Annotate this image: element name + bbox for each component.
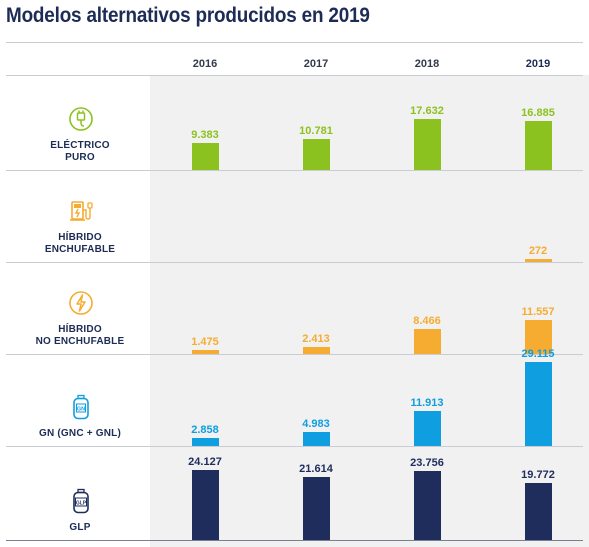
- bar-h-brido-enchufable-2019: [524, 259, 552, 262]
- header-divider: [6, 42, 583, 43]
- bar-gn-gnc-gnl-2017: [302, 432, 330, 446]
- value-label-glp-2018: 23.756: [410, 457, 444, 469]
- value-label-gn-gnc-gnl-2017: 4.983: [302, 418, 330, 430]
- value-label-h-brido-no-enchufable-2019: 11.557: [521, 306, 555, 318]
- bar-glp-2018: [413, 471, 441, 540]
- category-label-line: ENCHUFABLE: [44, 244, 116, 255]
- bar-h-brido-no-enchufable-2017: [302, 347, 330, 354]
- gas-cylinder-glp-icon: GLP: [68, 488, 94, 514]
- bar-h-brido-no-enchufable-2016: [191, 350, 219, 354]
- category-label-line: ELÉCTRICO: [50, 140, 110, 151]
- year-label-2018: 2018: [414, 58, 440, 70]
- lightning-icon: [68, 290, 94, 316]
- highlight-background: [150, 75, 589, 547]
- bar-h-brido-no-enchufable-2019: [524, 320, 552, 354]
- bar-gn-gnc-gnl-2018: [413, 411, 441, 446]
- year-label-2019: 2019: [525, 58, 551, 70]
- category-label-gn-gnc-gnl: GN (GNC + GNL): [20, 428, 140, 440]
- value-label-glp-2017: 21.614: [299, 463, 333, 475]
- row-divider-h-brido-enchufable: [6, 262, 583, 263]
- top-divider: [6, 75, 583, 76]
- bar-gn-gnc-gnl-2019: [524, 362, 552, 446]
- bar-gn-gnc-gnl-2016: [191, 438, 219, 446]
- gas-cylinder-gn-icon: GN: [68, 394, 94, 420]
- value-label-el-ctrico-puro-2018: 17.632: [410, 105, 444, 117]
- year-label-2017: 2017: [303, 58, 329, 70]
- bar-el-ctrico-puro-2019: [524, 121, 552, 170]
- charging-station-icon: [68, 198, 94, 224]
- bar-el-ctrico-puro-2016: [191, 143, 219, 170]
- value-label-gn-gnc-gnl-2016: 2.858: [191, 424, 219, 436]
- category-label-line: HÍBRIDO: [58, 232, 102, 243]
- category-label-el-ctrico-puro: ELÉCTRICO PURO: [20, 140, 140, 164]
- bar-h-brido-no-enchufable-2018: [413, 329, 441, 354]
- bar-el-ctrico-puro-2017: [302, 139, 330, 170]
- bar-glp-2017: [302, 477, 330, 540]
- category-label-line: GN (GNC + GNL): [39, 428, 121, 439]
- bar-glp-2016: [191, 470, 219, 540]
- svg-text:GN: GN: [77, 407, 85, 413]
- value-label-h-brido-no-enchufable-2018: 8.466: [413, 315, 441, 327]
- row-divider-el-ctrico-puro: [6, 170, 583, 171]
- value-label-h-brido-enchufable-2019: 272: [528, 245, 548, 257]
- value-label-gn-gnc-gnl-2019: 29.115: [521, 348, 555, 360]
- value-label-el-ctrico-puro-2016: 9.383: [191, 129, 219, 141]
- category-label-line: PURO: [65, 152, 95, 163]
- value-label-el-ctrico-puro-2019: 16.885: [521, 107, 555, 119]
- bar-el-ctrico-puro-2018: [413, 119, 441, 170]
- category-label-glp: GLP: [20, 522, 140, 534]
- year-label-2016: 2016: [192, 58, 218, 70]
- value-label-h-brido-no-enchufable-2017: 2.413: [302, 333, 330, 345]
- value-label-h-brido-no-enchufable-2016: 1.475: [191, 336, 219, 348]
- category-label-h-brido-enchufable: HÍBRIDO ENCHUFABLE: [20, 232, 140, 256]
- value-label-glp-2016: 24.127: [188, 456, 222, 468]
- value-label-gn-gnc-gnl-2018: 11.913: [410, 397, 444, 409]
- value-label-el-ctrico-puro-2017: 10.781: [299, 125, 333, 137]
- plug-icon: [68, 106, 94, 132]
- category-label-line: HÍBRIDO: [58, 324, 102, 335]
- svg-text:GLP: GLP: [76, 501, 87, 507]
- category-label-h-brido-no-enchufable: HÍBRIDO NO ENCHUFABLE: [20, 324, 140, 348]
- row-divider-gn-gnc-gnl: [6, 446, 583, 447]
- category-label-line: NO ENCHUFABLE: [35, 336, 125, 347]
- category-label-line: GLP: [69, 522, 91, 533]
- bar-glp-2019: [524, 483, 552, 540]
- value-label-glp-2019: 19.772: [521, 469, 555, 481]
- row-divider-h-brido-no-enchufable: [6, 354, 583, 355]
- row-divider-glp: [6, 540, 583, 541]
- page-title: Modelos alternativos producidos en 2019: [6, 4, 370, 27]
